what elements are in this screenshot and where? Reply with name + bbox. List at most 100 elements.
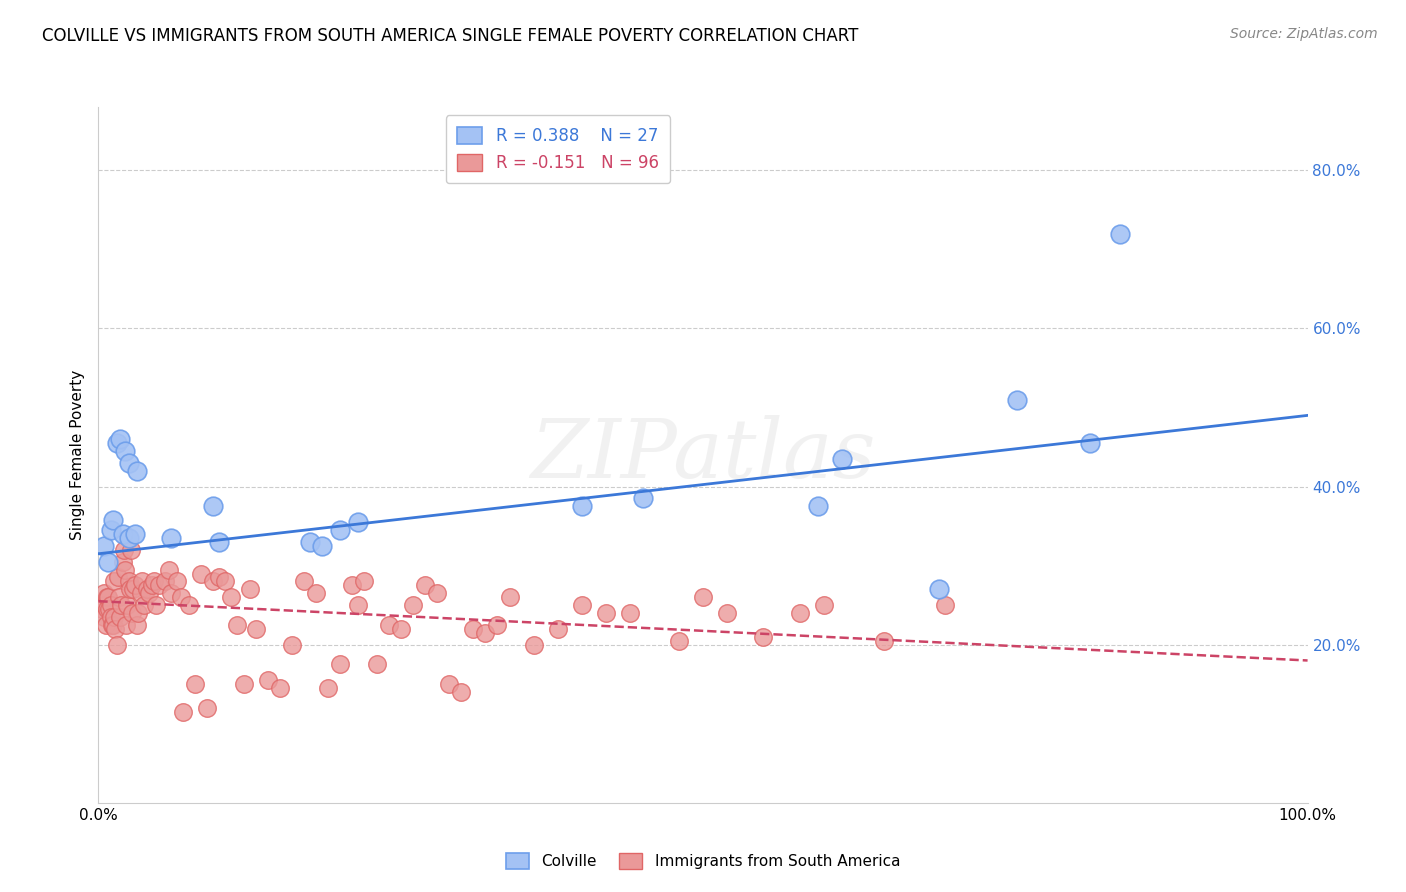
Point	[1109, 227, 1132, 241]
Point	[716, 606, 738, 620]
Point	[97, 555, 120, 569]
Point	[202, 500, 225, 514]
Point	[100, 618, 122, 632]
Text: Source: ZipAtlas.com: Source: ZipAtlas.com	[1230, 27, 1378, 41]
Point	[450, 685, 472, 699]
Point	[145, 598, 167, 612]
Y-axis label: Single Female Poverty: Single Female Poverty	[69, 370, 84, 540]
Point	[226, 618, 249, 632]
Point	[134, 598, 156, 612]
Point	[366, 657, 388, 672]
Point	[103, 610, 125, 624]
Point	[329, 523, 352, 537]
Point	[474, 625, 496, 640]
Point	[108, 591, 131, 605]
Point	[107, 570, 129, 584]
Point	[595, 606, 617, 620]
Point	[93, 586, 115, 600]
Point	[1007, 392, 1029, 407]
Point	[114, 563, 136, 577]
Point	[208, 534, 231, 549]
Point	[111, 555, 134, 569]
Point	[93, 610, 115, 624]
Point	[208, 570, 231, 584]
Point	[96, 591, 118, 605]
Point	[127, 464, 149, 478]
Point	[347, 598, 370, 612]
Point	[131, 574, 153, 589]
Point	[148, 578, 170, 592]
Point	[631, 491, 654, 506]
Point	[692, 591, 714, 605]
Point	[807, 500, 830, 514]
Point	[118, 531, 141, 545]
Point	[463, 622, 485, 636]
Point	[486, 618, 509, 632]
Point	[190, 566, 212, 581]
Point	[122, 582, 145, 597]
Point	[118, 574, 141, 589]
Point	[110, 598, 132, 612]
Point	[105, 638, 128, 652]
Point	[547, 622, 569, 636]
Point	[353, 574, 375, 589]
Point	[101, 513, 124, 527]
Point	[108, 610, 131, 624]
Point	[141, 578, 163, 592]
Text: ZIPatlas: ZIPatlas	[530, 415, 876, 495]
Point	[221, 591, 243, 605]
Point	[121, 606, 143, 620]
Point	[305, 586, 328, 600]
Point	[831, 451, 853, 466]
Point	[292, 574, 315, 589]
Point	[789, 606, 811, 620]
Point	[498, 591, 520, 605]
Point	[813, 598, 835, 612]
Point	[100, 598, 122, 612]
Point	[195, 701, 218, 715]
Point	[96, 602, 118, 616]
Point	[934, 598, 956, 612]
Point	[166, 574, 188, 589]
Point	[426, 586, 449, 600]
Point	[115, 618, 138, 632]
Point	[413, 578, 436, 592]
Point	[177, 598, 201, 612]
Point	[402, 598, 425, 612]
Point	[668, 633, 690, 648]
Point	[127, 618, 149, 632]
Point	[281, 638, 304, 652]
Point	[619, 606, 641, 620]
Point	[172, 705, 194, 719]
Point	[160, 531, 183, 545]
Point	[316, 681, 339, 695]
Point	[571, 500, 593, 514]
Point	[245, 622, 267, 636]
Point	[256, 673, 278, 688]
Point	[93, 539, 115, 553]
Point	[124, 527, 146, 541]
Point	[329, 657, 352, 672]
Point	[873, 633, 896, 648]
Point	[117, 598, 139, 612]
Point	[184, 677, 207, 691]
Point	[100, 523, 122, 537]
Point	[311, 539, 333, 553]
Point	[120, 542, 142, 557]
Point	[239, 582, 262, 597]
Point	[111, 527, 134, 541]
Point	[91, 602, 114, 616]
Point	[437, 677, 460, 691]
Point	[377, 618, 399, 632]
Point	[98, 602, 121, 616]
Point	[928, 582, 950, 597]
Point	[160, 586, 183, 600]
Point	[169, 591, 191, 605]
Point	[118, 456, 141, 470]
Point	[571, 598, 593, 612]
Point	[103, 574, 125, 589]
Point	[202, 574, 225, 589]
Point	[214, 574, 236, 589]
Point	[108, 432, 131, 446]
Point	[138, 586, 160, 600]
